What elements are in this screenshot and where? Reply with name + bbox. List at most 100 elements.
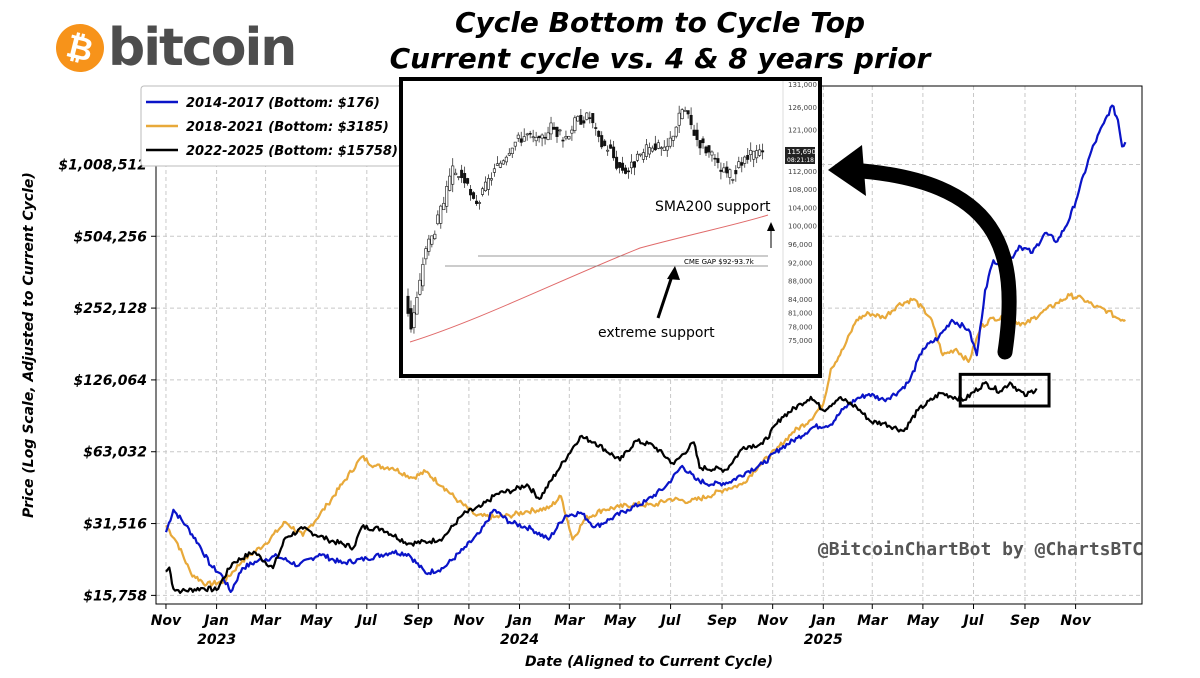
inset-candle-body xyxy=(424,248,428,260)
x-tick-label: Jul xyxy=(354,613,377,629)
inset-candle-body xyxy=(483,181,487,192)
inset-candle-body xyxy=(713,157,717,160)
y-tick-label: $504,256 xyxy=(73,229,147,245)
inset-price-label: 96,000 xyxy=(788,241,813,249)
inset-candle-body xyxy=(677,112,681,126)
inset-candle-body xyxy=(528,132,532,135)
inset-candle-body xyxy=(540,134,544,139)
x-tick-label: Mar xyxy=(554,613,585,629)
series-line-2018-2021 xyxy=(165,292,1126,587)
inset-price-label: 81,000 xyxy=(788,310,813,318)
inset-candle-body xyxy=(710,151,714,156)
bitcoin-coin-icon: ₿ xyxy=(50,18,110,78)
x-tick-label: May xyxy=(604,613,637,629)
inset-candle-body xyxy=(761,150,765,153)
inset-candle-body xyxy=(629,161,633,169)
inset-candle-body xyxy=(674,126,678,137)
inset-candle-body xyxy=(469,188,473,196)
inset-support-arrowhead xyxy=(667,266,680,280)
inset-candle-body xyxy=(701,138,705,144)
inset-candle-body xyxy=(704,146,708,154)
inset-candle-body xyxy=(588,117,592,119)
x-tick-label: Jan xyxy=(808,613,836,629)
inset-candle-body xyxy=(618,162,622,168)
inset-candle-body xyxy=(421,264,425,287)
inset-candle-body xyxy=(486,178,490,190)
inset-price-label: 84,000 xyxy=(788,296,813,304)
x-tick-label: Sep xyxy=(1010,613,1040,629)
legend-label: 2014-2017 (Bottom: $176) xyxy=(186,96,380,111)
highlight-box xyxy=(958,372,1051,408)
inset-candle-body xyxy=(546,132,550,140)
x-tick-label: Jan xyxy=(504,613,532,629)
inset-candle-body xyxy=(594,127,598,129)
inset-candle-body xyxy=(549,122,553,135)
y-tick-label: $1,008,512 xyxy=(58,157,147,173)
chart-title: Cycle Bottom to Cycle Top xyxy=(454,6,866,39)
inset-candle-body xyxy=(564,136,568,139)
inset-candle-body xyxy=(749,150,753,155)
inset-candle-body xyxy=(582,120,586,124)
legend-label: 2018-2021 (Bottom: $3185) xyxy=(186,120,389,135)
inset-candle-body xyxy=(635,153,639,161)
inset-price-label: 121,000 xyxy=(788,127,817,135)
inset-candle-body xyxy=(731,179,735,181)
inset-candle-body xyxy=(501,160,505,165)
inset-candle-body xyxy=(644,144,648,157)
inset-candle-body xyxy=(415,297,419,315)
inset-candle-body xyxy=(442,202,446,211)
inset-candle-body xyxy=(522,136,526,142)
inset-candle-body xyxy=(707,145,711,153)
inset-candle-body xyxy=(638,153,642,156)
inset-candle-body xyxy=(665,145,669,151)
inset-candle-body xyxy=(653,143,657,151)
inset-candle-body xyxy=(603,140,607,146)
x-tick-label: Jul xyxy=(658,613,681,629)
inset-price-label: 92,000 xyxy=(788,259,813,267)
inset-candle-body xyxy=(600,135,604,148)
inset-candle-body xyxy=(719,169,723,172)
callout-arrow-head xyxy=(828,145,866,196)
inset-candle-body xyxy=(615,156,619,169)
inset-candle-body xyxy=(510,147,514,154)
inset-candle-body xyxy=(457,176,461,178)
inset-candle-body xyxy=(722,167,726,173)
inset-price-tag-value: 115,690 xyxy=(787,148,816,156)
x-tick-label: Nov xyxy=(757,613,788,629)
inset-candle-body xyxy=(641,152,645,160)
inset-candle-body xyxy=(734,170,738,175)
x-tick-year: 2025 xyxy=(804,632,843,648)
inset-candle-body xyxy=(698,140,702,149)
inset-candle-body xyxy=(627,170,631,173)
watermark: @BitcoinChartBot by @ChartsBTC xyxy=(818,539,1143,560)
inset-price-label: 88,000 xyxy=(788,278,813,286)
inset-candle-body xyxy=(448,175,452,191)
inset-price-label: 108,000 xyxy=(788,186,817,194)
inset-candle-body xyxy=(746,155,750,160)
series-line-2022-2025 xyxy=(165,381,1038,594)
x-tick-label: Sep xyxy=(403,613,433,629)
inset-candle-body xyxy=(576,116,580,122)
inset-candle-body xyxy=(439,205,443,224)
inset-candle-body xyxy=(668,137,672,147)
inset-candle-body xyxy=(525,133,529,136)
inset-candle-body xyxy=(472,192,476,199)
inset-gap-label: CME GAP $92-93.7k xyxy=(684,258,755,266)
x-tick-label: Jul xyxy=(961,613,984,629)
x-tick-label: Nov xyxy=(454,613,485,629)
inset-candle-body xyxy=(430,235,434,245)
legend-label: 2022-2025 (Bottom: $15758) xyxy=(186,144,398,159)
inset-candle-body xyxy=(567,136,571,140)
inset-price-tag xyxy=(785,146,815,164)
x-tick-year: 2024 xyxy=(500,632,539,648)
inset-candle-body xyxy=(624,167,628,174)
inset-candle-body xyxy=(489,178,493,181)
inset-candle-body xyxy=(531,136,535,139)
x-tick-label: Jan xyxy=(201,613,229,629)
inset-candle-body xyxy=(573,117,577,131)
inset-price-label: 126,000 xyxy=(788,104,817,112)
inset-candle-body xyxy=(606,149,610,152)
inset-candle-body xyxy=(451,165,455,185)
inset-candle-body xyxy=(436,214,440,225)
